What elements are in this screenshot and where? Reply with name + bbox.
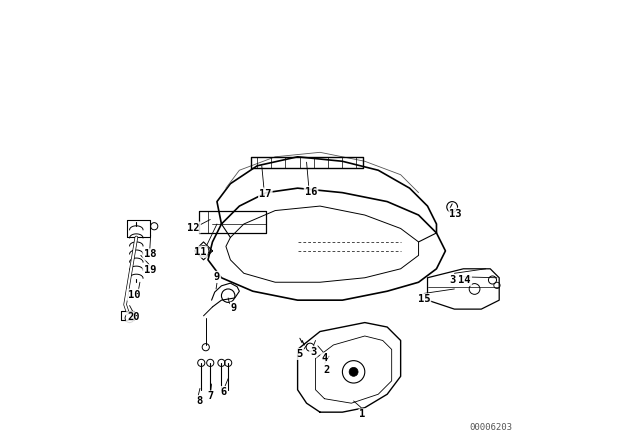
Text: 12: 12 [188,223,200,233]
Text: 13: 13 [449,209,462,219]
Text: 17: 17 [259,189,271,198]
Text: 1: 1 [360,409,365,419]
Text: 16: 16 [305,187,317,197]
Text: 15: 15 [418,294,430,304]
Text: 18: 18 [143,250,156,259]
Text: 11: 11 [194,247,207,257]
Circle shape [349,367,358,376]
Text: 5: 5 [297,349,303,359]
Text: 6: 6 [221,387,227,397]
Text: 3: 3 [310,347,316,357]
Text: 19: 19 [143,265,156,275]
Text: 20: 20 [127,312,140,322]
Text: 2: 2 [324,365,330,375]
Text: 8: 8 [196,396,202,406]
Text: 00006203: 00006203 [470,423,513,432]
Text: 9: 9 [231,303,237,313]
Text: 7: 7 [207,392,213,401]
Text: 14: 14 [458,275,471,285]
Text: 10: 10 [128,290,140,300]
Text: 4: 4 [321,353,328,363]
Text: 3: 3 [449,275,455,285]
Text: 9: 9 [214,272,220,282]
